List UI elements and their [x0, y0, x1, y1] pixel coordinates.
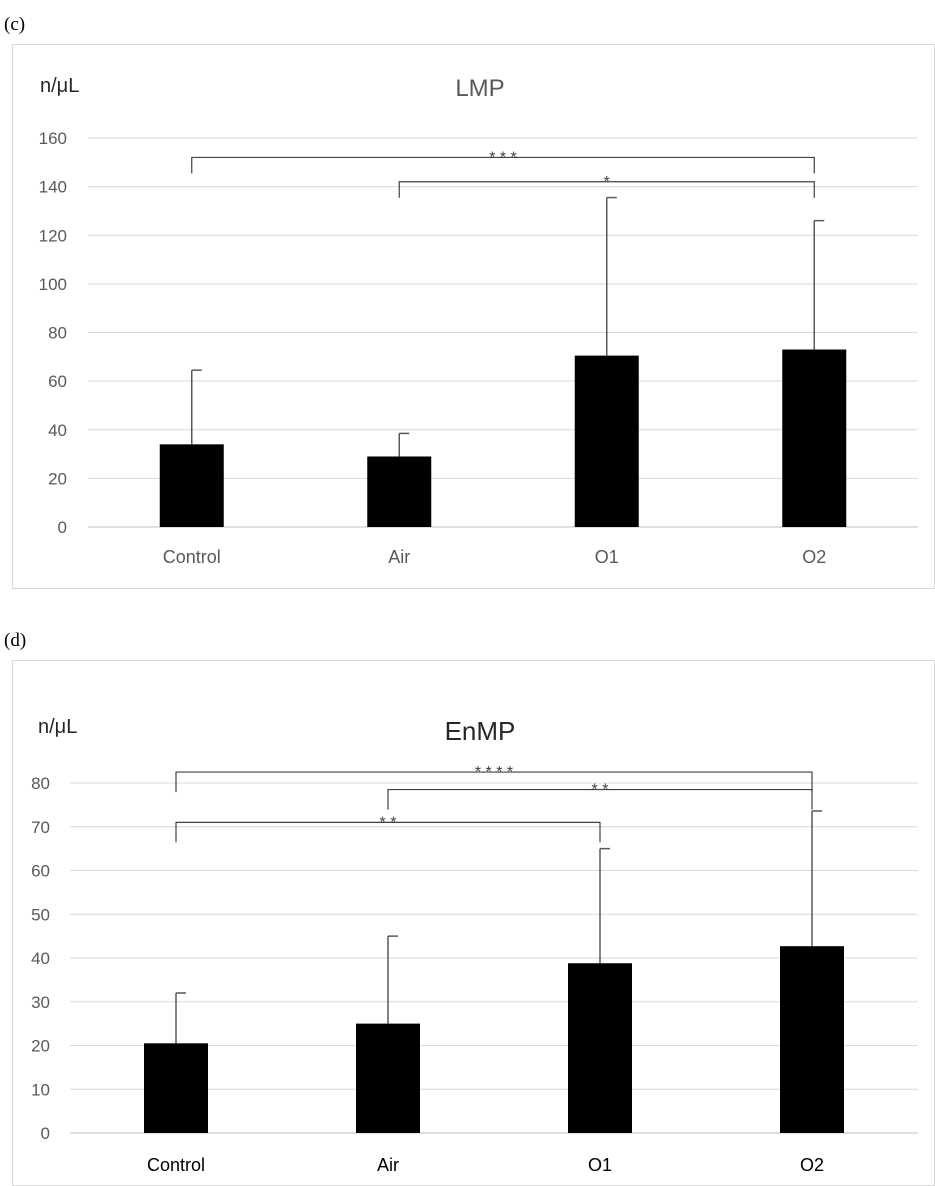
bar-o2 — [780, 946, 844, 1133]
bar-o2 — [782, 349, 847, 527]
y-tick-label: 80 — [48, 324, 67, 343]
bar-air — [356, 1023, 420, 1133]
significance-label: * * * * — [475, 764, 513, 781]
y-tick-label: 30 — [31, 993, 50, 1012]
significance-label: * * — [380, 814, 397, 831]
x-tick-label: O1 — [588, 1155, 612, 1175]
y-tick-label: 70 — [31, 818, 50, 837]
y-tick-label: 50 — [31, 905, 50, 924]
y-tick-label: 0 — [58, 518, 67, 537]
y-tick-label: 160 — [39, 129, 67, 148]
y-tick-label: 140 — [39, 178, 67, 197]
significance-label: * * * — [489, 149, 517, 166]
chart-title: EnMP — [445, 716, 516, 746]
panel-label-d: (d) — [4, 630, 27, 651]
significance-bracket — [387, 788, 813, 810]
y-tick-label: 10 — [31, 1080, 50, 1099]
y-tick-label: 100 — [39, 275, 67, 294]
y-tick-label: 80 — [31, 774, 50, 793]
significance-bracket — [175, 771, 813, 793]
significance-bracket — [398, 181, 815, 198]
x-tick-label: Air — [388, 547, 410, 567]
x-tick-label: O1 — [595, 547, 619, 567]
lmp-bar-chart: 0 20 40 60 80 100 120 140 160 LMP n/μL Control Air O1… — [39, 75, 918, 567]
y-tick-label: 20 — [48, 469, 67, 488]
x-tick-label: O2 — [802, 547, 826, 567]
x-tick-label: Air — [377, 1155, 399, 1175]
significance-bracket — [175, 821, 601, 843]
significance-label: * — [604, 174, 610, 191]
x-tick-label: Control — [163, 547, 221, 567]
bar-control — [144, 1043, 208, 1133]
y-tick-label: 0 — [41, 1124, 50, 1143]
bar-o1 — [568, 963, 632, 1133]
significance-label: * * — [592, 782, 609, 799]
bar-air — [367, 456, 432, 527]
y-tick-label: 120 — [39, 226, 67, 245]
chart-title: LMP — [455, 75, 504, 102]
y-tick-label: 40 — [31, 949, 50, 968]
x-tick-label: Control — [147, 1155, 205, 1175]
bar-o1 — [574, 355, 639, 527]
significance-bracket — [191, 156, 815, 174]
y-tick-label: 60 — [31, 862, 50, 881]
y-axis-label: n/μL — [40, 75, 79, 97]
x-tick-label: O2 — [800, 1155, 824, 1175]
y-tick-label: 60 — [48, 372, 67, 391]
y-tick-label: 20 — [31, 1037, 50, 1056]
y-axis-label: n/μL — [38, 716, 77, 738]
bar-control — [159, 444, 224, 527]
panel-label-c: (c) — [4, 14, 26, 35]
y-tick-label: 40 — [48, 421, 67, 440]
